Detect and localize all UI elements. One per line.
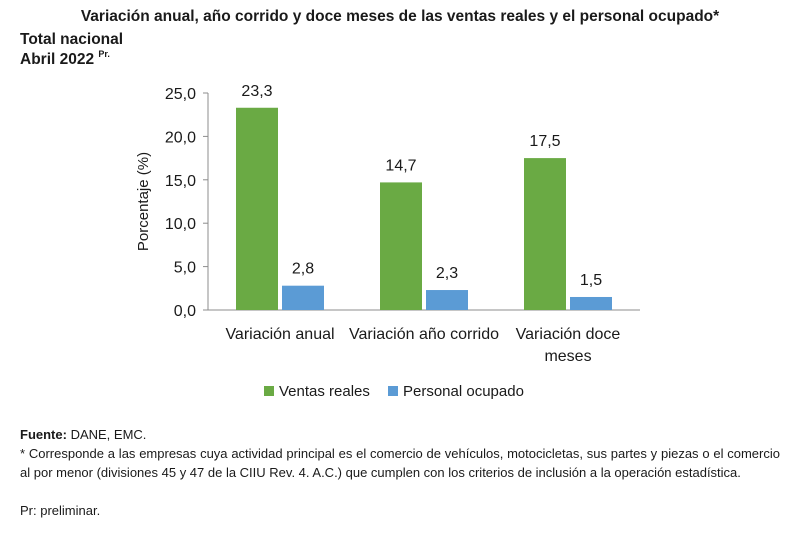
data-label: 17,5 xyxy=(529,133,560,150)
data-label: 2,8 xyxy=(292,261,314,278)
data-label: 14,7 xyxy=(385,157,416,174)
data-label: 1,5 xyxy=(580,272,602,289)
subtitle-period: Abril 2022 Pr. xyxy=(20,49,110,69)
subtitle-superscript: Pr. xyxy=(98,49,110,59)
x-category-label: meses xyxy=(544,348,591,365)
source-label: Fuente: xyxy=(20,427,67,442)
x-category-label: Variación doce xyxy=(516,326,621,343)
legend-label: Ventas reales xyxy=(279,383,370,400)
x-category-label: Variación año corrido xyxy=(349,326,499,343)
x-category-label: Variación anual xyxy=(225,326,334,343)
legend-label: Personal ocupado xyxy=(403,383,524,400)
subtitle-scope: Total nacional xyxy=(20,31,124,48)
bar-personal-ocupado xyxy=(570,296,612,310)
y-tick-label: 15,0 xyxy=(165,173,196,190)
data-label: 23,3 xyxy=(241,83,272,100)
y-tick-label: 10,0 xyxy=(165,216,196,233)
chart-title: Variación anual, año corrido y doce mese… xyxy=(80,8,720,25)
bar-chart: 0,0 5,0 10,0 15,0 20,0 25,0 Porcentaje (%) 23,3… xyxy=(135,83,640,400)
data-label: 2,3 xyxy=(436,265,458,282)
legend-swatch-ventas-reales xyxy=(264,386,274,396)
y-axis-title: Porcentaje (%) xyxy=(135,152,152,251)
footer-note: * Corresponde a las empresas cuya activi… xyxy=(20,446,780,480)
legend-swatch-personal-ocupado xyxy=(388,386,398,396)
footer-preliminary-note: Pr: preliminar. xyxy=(20,503,101,518)
bar-personal-ocupado xyxy=(426,290,468,310)
bar-ventas-reales xyxy=(380,182,422,310)
y-tick-label: 25,0 xyxy=(165,86,196,103)
subtitle-date: Abril 2022 xyxy=(20,51,95,68)
bar-ventas-reales xyxy=(236,107,278,310)
y-tick-label: 5,0 xyxy=(174,260,196,277)
y-tick-label: 20,0 xyxy=(165,129,196,146)
bar-personal-ocupado xyxy=(282,285,324,310)
y-tick-label: 0,0 xyxy=(174,303,196,320)
source-text: DANE, EMC. xyxy=(66,427,147,442)
footer-source: Fuente: DANE, EMC. xyxy=(20,425,780,444)
bar-ventas-reales xyxy=(524,158,566,310)
